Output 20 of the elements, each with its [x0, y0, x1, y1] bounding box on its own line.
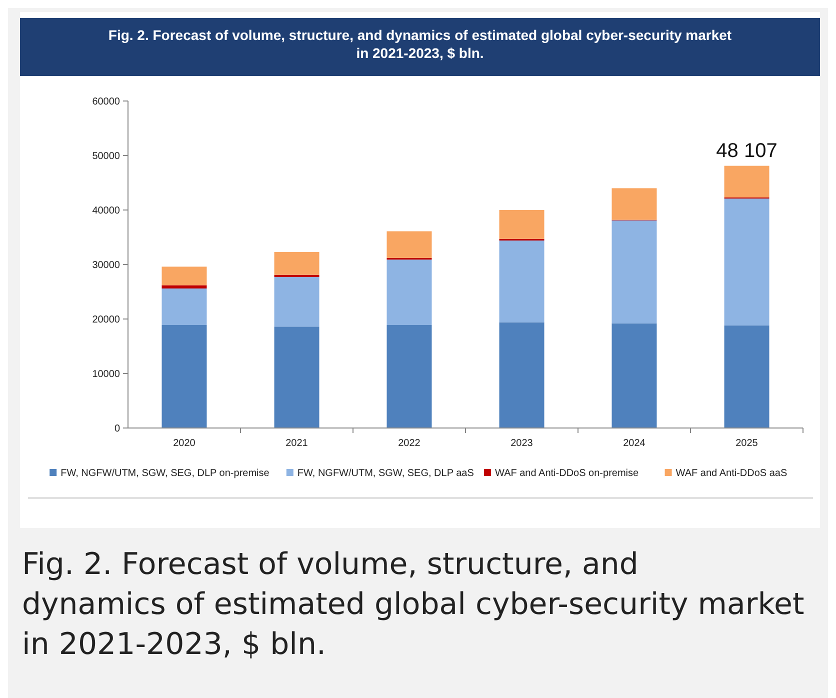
legend-label: FW, NGFW/UTM, SGW, SEG, DLP on-premise: [60, 468, 270, 479]
legend-label: FW, NGFW/UTM, SGW, SEG, DLP aaS: [297, 468, 474, 479]
y-tick-label: 10000: [92, 369, 120, 380]
y-tick-label: 30000: [92, 260, 120, 271]
y-tick-label: 0: [114, 424, 120, 434]
legend-label: WAF and Anti-DDoS aaS: [676, 468, 788, 479]
y-tick-label: 20000: [92, 314, 120, 326]
x-tick-label: 2025: [736, 438, 758, 449]
caption: Fig. 2. Forecast of volume, structure, and dynamics of estimated global cyber-security market in 2021-2023, $ bln.: [22, 547, 804, 662]
x-tick-label: 2023: [510, 438, 534, 449]
y-tick-label: 50000: [92, 151, 120, 162]
chart-title: Fig. 2. Forecast of volume, structure, and dynamics of estimated global cyber-security market in 2021-2023, $ bln.: [108, 27, 732, 61]
y-tick-label: 40000: [92, 206, 120, 216]
total-label: 48 107: [716, 140, 778, 162]
y-tick-label: 60000: [92, 96, 120, 108]
x-tick-label: 2020: [173, 438, 196, 449]
x-tick-label: 2024: [623, 438, 646, 449]
x-tick-label: 2022: [398, 438, 421, 449]
legend-label: WAF and Anti-DDoS on-premise: [495, 468, 640, 479]
x-tick-label: 2021: [286, 438, 308, 449]
